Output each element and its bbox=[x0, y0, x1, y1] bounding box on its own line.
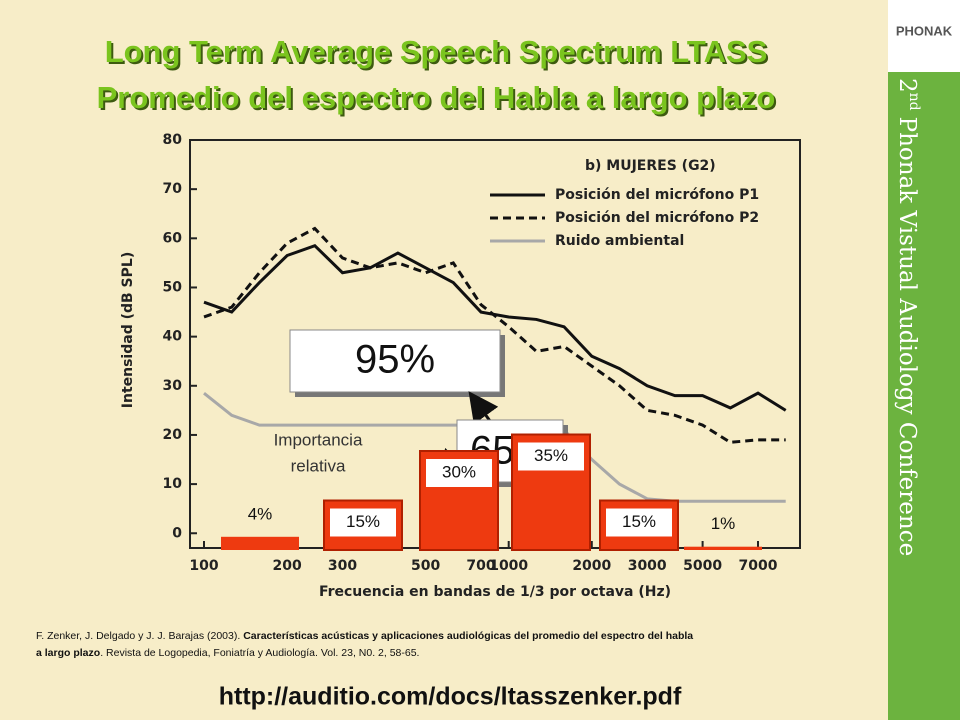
y-tick-label: 70 bbox=[163, 181, 183, 197]
y-tick-label: 40 bbox=[163, 329, 183, 345]
citation-part: F. Zenker, J. Delgado y J. J. Barajas (2… bbox=[36, 630, 243, 642]
citation-part: Características acústicas y aplicaciones… bbox=[243, 630, 693, 642]
importance-bar bbox=[221, 536, 299, 550]
y-tick-label: 10 bbox=[163, 476, 183, 492]
bar-value-label: 35% bbox=[534, 446, 568, 465]
callout bbox=[289, 329, 501, 393]
bar-value-label: 15% bbox=[622, 512, 656, 531]
arrow bbox=[468, 391, 499, 425]
bar-label-box bbox=[518, 442, 584, 471]
series-line bbox=[203, 226, 786, 444]
ordinal-suffix: nd bbox=[906, 93, 922, 111]
y-tick-label: 0 bbox=[172, 525, 182, 541]
title-shadow: Promedio del espectro del Habla a largo … bbox=[99, 82, 778, 117]
x-tick-label: 200 bbox=[272, 558, 301, 574]
importance-label: relativa bbox=[291, 456, 346, 475]
citation-part: . Revista de Logopedia, Foniatría y Audi… bbox=[100, 647, 419, 659]
y-tick-label: 20 bbox=[163, 427, 183, 443]
sidebar bbox=[888, 72, 960, 720]
bar-label-box bbox=[426, 459, 492, 487]
x-tick-label: 1000 bbox=[489, 558, 528, 574]
x-tick-label: 100 bbox=[189, 558, 218, 574]
bar-value-label: 1% bbox=[711, 514, 736, 533]
callout-text: 95% bbox=[355, 338, 435, 382]
logo-box bbox=[888, 0, 960, 72]
citation: F. Zenker, J. Delgado y J. J. Barajas (2… bbox=[36, 630, 693, 659]
x-axis-label: Frecuencia en bandas de 1/3 por octava (… bbox=[319, 584, 671, 600]
y-tick-label: 30 bbox=[163, 378, 183, 394]
bar-value-label: 15% bbox=[346, 512, 380, 531]
bar-label-box bbox=[330, 508, 396, 537]
x-tick-label: 7000 bbox=[739, 558, 778, 574]
y-axis-label: Intensidad (dB SPL) bbox=[120, 252, 136, 408]
y-tick-label: 60 bbox=[163, 230, 183, 246]
importance-label: Importancia bbox=[274, 430, 363, 449]
legend-title: b) MUJERES (G2) bbox=[585, 158, 716, 174]
x-tick-label: 5000 bbox=[683, 558, 722, 574]
ordinal: 2 bbox=[894, 78, 920, 93]
bar-value-label: 30% bbox=[442, 462, 476, 481]
legend-label: Posición del micrófono P1 bbox=[555, 187, 759, 203]
x-tick-label: 700 bbox=[466, 558, 495, 574]
y-tick-label: 80 bbox=[163, 132, 183, 148]
title-shadow: Long Term Average Speech Spectrum LTASS bbox=[107, 36, 770, 71]
conference-name: Phonak Vistual Audiology Conference bbox=[894, 117, 920, 557]
url: http://auditio.com/docs/ltasszenker.pdf bbox=[219, 683, 682, 711]
y-tick-label: 50 bbox=[163, 279, 183, 295]
title-line: Long Term Average Speech Spectrum LTASS bbox=[105, 34, 768, 69]
x-tick-label: 3000 bbox=[628, 558, 667, 574]
importance-bar bbox=[684, 546, 762, 550]
legend-label: Posición del micrófono P2 bbox=[555, 210, 759, 226]
bar-label-box bbox=[606, 508, 672, 537]
title: Long Term Average Speech Spectrum LTASS … bbox=[97, 34, 778, 117]
title-line: Promedio del espectro del Habla a largo … bbox=[97, 80, 776, 115]
conference: 2nd Phonak Vistual Audiology Conference bbox=[894, 78, 922, 556]
x-tick-label: 500 bbox=[411, 558, 440, 574]
legend-label: Ruido ambiental bbox=[555, 233, 684, 249]
bar-value-label: 4% bbox=[248, 504, 273, 523]
x-tick-label: 2000 bbox=[572, 558, 611, 574]
x-tick-label: 300 bbox=[328, 558, 357, 574]
citation-part: a largo plazo bbox=[36, 647, 100, 659]
logo: PHONAK bbox=[896, 23, 953, 38]
